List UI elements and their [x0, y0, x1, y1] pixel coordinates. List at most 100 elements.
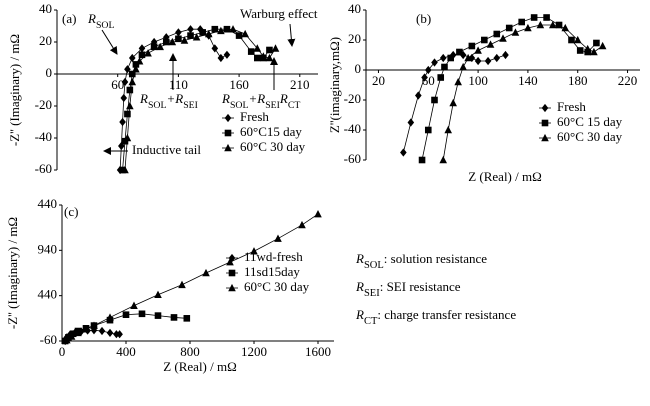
- annotation: RSOL+RSEIRCT: [221, 91, 300, 111]
- point: [254, 54, 261, 62]
- point: [187, 25, 194, 34]
- point: [144, 49, 152, 57]
- point: [226, 258, 234, 266]
- point: [135, 57, 144, 65]
- definition: RCT: charge transfer resistance: [355, 307, 516, 327]
- y-tick-label: 0: [46, 65, 53, 80]
- point: [204, 29, 213, 38]
- point: [502, 50, 509, 60]
- subscript: SOL: [364, 260, 384, 271]
- point: [468, 42, 476, 50]
- panel-label: (b): [416, 11, 431, 26]
- point: [418, 156, 426, 164]
- point: [265, 53, 274, 62]
- legend-marker: [224, 129, 232, 137]
- definition: RSEI: SEI resistance: [355, 279, 461, 299]
- point: [119, 166, 126, 174]
- point: [217, 53, 225, 63]
- point: [132, 65, 140, 73]
- legend-label: 60°C 30 day: [240, 139, 306, 154]
- text-part: +R: [248, 91, 265, 106]
- point: [505, 24, 513, 32]
- legend-label: Fresh: [240, 109, 269, 124]
- definition: RSOL: solution resistance: [355, 251, 487, 271]
- legend-marker: [224, 143, 232, 152]
- point: [555, 21, 563, 29]
- point: [82, 325, 90, 333]
- point: [573, 35, 582, 44]
- y-tick-label: 20: [348, 31, 361, 46]
- point: [126, 101, 134, 110]
- point: [63, 335, 71, 344]
- point: [247, 48, 255, 55]
- point: [266, 46, 273, 54]
- legend-label: 60°C 30 day: [557, 129, 623, 144]
- point: [175, 35, 182, 43]
- point: [407, 118, 415, 127]
- point: [130, 301, 138, 309]
- y-tick-label: 20: [39, 33, 52, 48]
- point: [598, 41, 607, 50]
- point: [576, 47, 584, 54]
- point: [90, 321, 98, 329]
- arrow: [101, 29, 118, 55]
- point: [229, 25, 237, 33]
- point: [274, 234, 282, 242]
- point: [499, 34, 507, 42]
- text-part: R: [355, 307, 364, 322]
- text-part: R: [87, 11, 96, 26]
- subscript: CT: [288, 100, 301, 111]
- point: [590, 47, 598, 56]
- point: [138, 44, 146, 53]
- point: [459, 62, 467, 71]
- text-part: R: [355, 251, 364, 266]
- text-part: R: [279, 91, 288, 106]
- point: [65, 334, 72, 341]
- point: [468, 53, 476, 63]
- point: [431, 96, 438, 104]
- point: [424, 65, 432, 75]
- text-part: R: [139, 91, 148, 106]
- legend-label: 11wd-fresh: [244, 249, 303, 264]
- point: [121, 77, 129, 87]
- y-tick-label: 440: [38, 287, 58, 302]
- point: [439, 155, 448, 164]
- point: [511, 28, 520, 36]
- point: [128, 53, 136, 63]
- point: [447, 54, 454, 62]
- y-axis-title: -Z'' (Imaginary) / mΩ: [7, 34, 22, 146]
- point: [530, 14, 538, 21]
- point: [223, 25, 231, 33]
- point: [493, 30, 501, 38]
- point: [518, 18, 525, 26]
- x-tick-label: 1600: [305, 344, 331, 359]
- legend-label: 60°C 30 day: [244, 279, 310, 294]
- point: [168, 37, 177, 46]
- annotation: RSOL+RSEI: [139, 91, 198, 111]
- point: [121, 165, 129, 174]
- point: [192, 33, 201, 41]
- point: [123, 133, 132, 142]
- subscript: SEI: [265, 100, 280, 111]
- point: [128, 77, 137, 86]
- point: [128, 70, 136, 78]
- subscript: SOL: [148, 100, 167, 111]
- point: [439, 53, 447, 63]
- point: [150, 43, 158, 51]
- legend-marker: [224, 113, 232, 123]
- point: [583, 44, 592, 53]
- point: [536, 20, 545, 29]
- text-part: R: [221, 91, 230, 106]
- text-part: : solution resistance: [384, 251, 487, 266]
- y-tick-label: -20: [35, 97, 52, 112]
- y-tick-label: -60: [40, 332, 57, 347]
- point: [211, 44, 219, 53]
- y-tick-label: 40: [348, 1, 361, 16]
- y-tick-label: -60: [344, 151, 361, 166]
- point: [298, 220, 306, 229]
- y-axis-title: Z''(imaginary,mΩ): [327, 37, 342, 133]
- point: [235, 32, 243, 39]
- point: [154, 312, 162, 319]
- x-tick-label: 20: [372, 73, 385, 88]
- point: [217, 26, 225, 35]
